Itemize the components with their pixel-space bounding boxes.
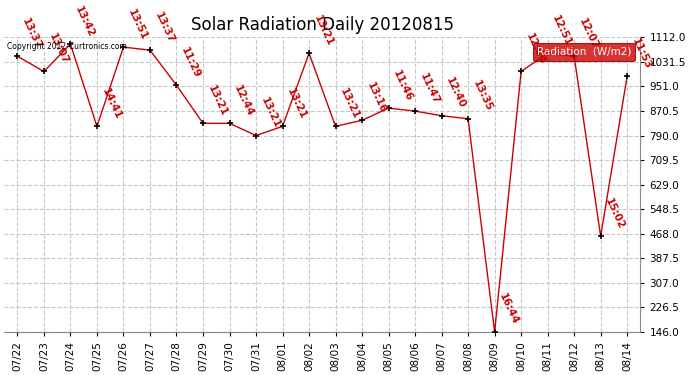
Text: 13:42: 13:42 xyxy=(73,4,96,39)
Text: 13:21: 13:21 xyxy=(338,87,362,121)
Text: 12:07: 12:07 xyxy=(577,16,600,51)
Text: 11:46: 11:46 xyxy=(391,68,414,103)
Text: 13:21: 13:21 xyxy=(206,84,228,118)
Text: 13:37: 13:37 xyxy=(152,10,176,45)
Text: 11:47: 11:47 xyxy=(417,71,441,106)
Text: 12:40: 12:40 xyxy=(444,76,467,110)
Text: 12:04: 12:04 xyxy=(524,32,547,66)
Text: 13:21: 13:21 xyxy=(285,87,308,121)
Text: 13:21: 13:21 xyxy=(312,13,335,48)
Text: 11:29: 11:29 xyxy=(179,46,202,80)
Text: 14:41: 14:41 xyxy=(99,86,123,121)
Text: 13:37: 13:37 xyxy=(20,16,43,51)
Text: 13:35: 13:35 xyxy=(471,79,494,113)
Text: 16:44: 16:44 xyxy=(497,292,520,327)
Text: 13:16: 13:16 xyxy=(365,81,388,115)
Legend: Radiation  (W/m2): Radiation (W/m2) xyxy=(533,42,635,61)
Text: 13:51: 13:51 xyxy=(126,8,149,42)
Text: 13:07: 13:07 xyxy=(47,32,70,66)
Text: 13:21: 13:21 xyxy=(259,96,282,130)
Text: 15:02: 15:02 xyxy=(603,196,627,231)
Text: Copyright 2012-Curtronics.com: Copyright 2012-Curtronics.com xyxy=(8,42,127,51)
Text: 11:53: 11:53 xyxy=(630,36,653,70)
Title: Solar Radiation Daily 20120815: Solar Radiation Daily 20120815 xyxy=(191,16,454,34)
Text: 12:51: 12:51 xyxy=(551,13,573,48)
Text: 12:44: 12:44 xyxy=(232,83,255,118)
